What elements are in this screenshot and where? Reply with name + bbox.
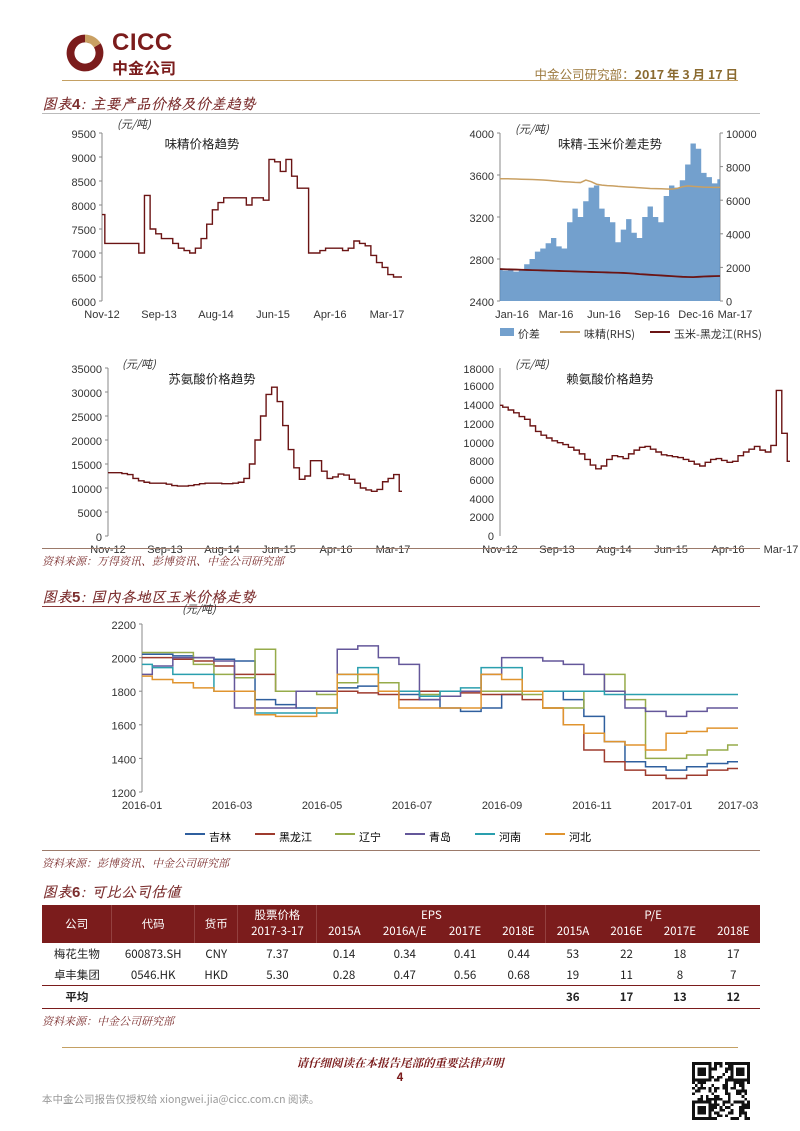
- svg-text:5000: 5000: [78, 508, 102, 520]
- svg-text:2000: 2000: [726, 263, 750, 275]
- svg-text:Jan-16: Jan-16: [495, 309, 529, 321]
- svg-text:4000: 4000: [470, 494, 494, 506]
- svg-text:2016-05: 2016-05: [302, 800, 342, 812]
- svg-text:(元/吨): (元/吨): [117, 116, 151, 132]
- svg-text:Nov-12: Nov-12: [84, 309, 119, 321]
- svg-text:0: 0: [726, 296, 732, 308]
- svg-text:Aug-14: Aug-14: [198, 309, 233, 321]
- svg-text:7000: 7000: [72, 249, 96, 261]
- svg-text:6000: 6000: [470, 475, 494, 487]
- svg-text:2016-01: 2016-01: [122, 800, 162, 812]
- svg-text:(元/吨): (元/吨): [122, 356, 156, 372]
- svg-text:Sep-16: Sep-16: [634, 309, 669, 321]
- svg-text:苏氨酸价格趋势: 苏氨酸价格趋势: [168, 368, 256, 387]
- svg-text:Jun-15: Jun-15: [256, 309, 290, 321]
- svg-text:价差: 价差: [518, 326, 540, 342]
- svg-text:16000: 16000: [463, 381, 494, 393]
- svg-text:3600: 3600: [470, 171, 494, 183]
- svg-text:玉米-黑龙江(RHS): 玉米-黑龙江(RHS): [674, 326, 762, 342]
- svg-text:2016-07: 2016-07: [392, 800, 432, 812]
- svg-text:Apr-16: Apr-16: [313, 309, 346, 321]
- svg-text:35000: 35000: [71, 364, 102, 376]
- svg-text:青岛: 青岛: [429, 829, 451, 842]
- svg-text:1200: 1200: [112, 788, 136, 800]
- svg-text:6000: 6000: [72, 297, 96, 309]
- svg-text:2017-01: 2017-01: [652, 800, 692, 812]
- svg-text:25000: 25000: [71, 412, 102, 424]
- svg-text:9500: 9500: [72, 129, 96, 141]
- svg-text:4000: 4000: [470, 129, 494, 141]
- svg-text:30000: 30000: [71, 388, 102, 400]
- svg-text:河南: 河南: [499, 829, 521, 842]
- svg-text:10000: 10000: [726, 129, 757, 141]
- svg-text:8500: 8500: [72, 177, 96, 189]
- svg-text:Apr-16: Apr-16: [319, 544, 352, 556]
- svg-text:(元/吨): (元/吨): [182, 601, 216, 617]
- svg-text:6500: 6500: [72, 273, 96, 285]
- svg-text:河北: 河北: [569, 829, 591, 842]
- svg-text:味精价格趋势: 味精价格趋势: [164, 133, 240, 152]
- svg-text:8000: 8000: [72, 201, 96, 213]
- svg-text:Mar-17: Mar-17: [718, 309, 753, 321]
- svg-text:Mar-16: Mar-16: [539, 309, 574, 321]
- svg-text:8000: 8000: [726, 162, 750, 174]
- svg-text:吉林: 吉林: [209, 829, 231, 842]
- svg-text:15000: 15000: [71, 460, 102, 472]
- svg-text:2000: 2000: [112, 654, 136, 666]
- svg-text:2017-03: 2017-03: [718, 800, 758, 812]
- svg-text:Mar-17: Mar-17: [764, 544, 799, 556]
- svg-text:Dec-16: Dec-16: [678, 309, 713, 321]
- svg-text:18000: 18000: [463, 364, 494, 376]
- svg-text:Mar-17: Mar-17: [370, 309, 405, 321]
- svg-text:1600: 1600: [112, 721, 136, 733]
- svg-text:3200: 3200: [470, 213, 494, 225]
- svg-text:味精-玉米价差走势: 味精-玉米价差走势: [558, 133, 663, 152]
- svg-text:12000: 12000: [463, 419, 494, 431]
- svg-text:Jun-16: Jun-16: [587, 309, 621, 321]
- svg-text:4000: 4000: [726, 229, 750, 241]
- svg-text:20000: 20000: [71, 436, 102, 448]
- svg-text:1400: 1400: [112, 754, 136, 766]
- svg-text:2000: 2000: [470, 512, 494, 524]
- svg-text:6000: 6000: [726, 196, 750, 208]
- svg-text:10000: 10000: [463, 438, 494, 450]
- svg-text:1800: 1800: [112, 687, 136, 699]
- svg-text:(元/吨): (元/吨): [515, 121, 549, 137]
- svg-text:0: 0: [488, 531, 494, 543]
- svg-text:(元/吨): (元/吨): [515, 356, 549, 372]
- svg-text:2400: 2400: [470, 297, 494, 309]
- svg-text:2800: 2800: [470, 255, 494, 267]
- svg-text:7500: 7500: [72, 225, 96, 237]
- svg-text:Aug-14: Aug-14: [596, 544, 631, 556]
- svg-text:Sep-13: Sep-13: [141, 309, 176, 321]
- svg-text:味精(RHS): 味精(RHS): [584, 326, 635, 342]
- svg-text:9000: 9000: [72, 153, 96, 165]
- svg-text:Sep-13: Sep-13: [539, 544, 574, 556]
- svg-text:8000: 8000: [470, 456, 494, 468]
- svg-text:Jun-15: Jun-15: [654, 544, 688, 556]
- svg-text:0: 0: [96, 532, 102, 544]
- svg-text:赖氨酸价格趋势: 赖氨酸价格趋势: [566, 368, 654, 387]
- svg-text:Nov-12: Nov-12: [482, 544, 517, 556]
- svg-text:2016-11: 2016-11: [572, 800, 612, 812]
- svg-text:2016-09: 2016-09: [482, 800, 522, 812]
- svg-text:黑龙江: 黑龙江: [279, 829, 312, 842]
- svg-text:14000: 14000: [463, 400, 494, 412]
- svg-text:2200: 2200: [112, 620, 136, 632]
- svg-text:2016-03: 2016-03: [212, 800, 252, 812]
- svg-text:Apr-16: Apr-16: [711, 544, 744, 556]
- svg-text:Mar-17: Mar-17: [376, 544, 411, 556]
- svg-text:辽宁: 辽宁: [359, 829, 381, 842]
- svg-text:10000: 10000: [71, 484, 102, 496]
